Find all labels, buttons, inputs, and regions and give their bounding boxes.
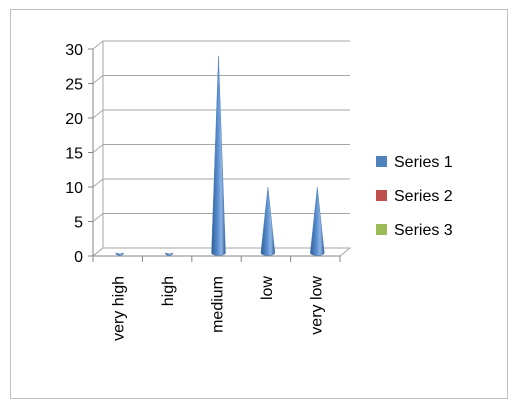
- legend-label: Series 1: [394, 154, 453, 171]
- cone-mark: [115, 252, 124, 256]
- y-tick-label: 0: [74, 249, 83, 266]
- gridline: [92, 144, 350, 153]
- cone-mark: [211, 55, 226, 256]
- cone-mark: [310, 186, 325, 256]
- y-tick-label: 5: [74, 215, 83, 232]
- data-marks: [115, 55, 325, 256]
- x-tick-label: medium: [210, 276, 227, 333]
- gridline: [92, 178, 350, 188]
- y-axis-tick-labels: 0 5 10 15 20 25 30: [65, 42, 83, 266]
- cone-mark: [164, 252, 174, 256]
- x-tick-label: very high: [111, 276, 128, 341]
- gridline: [92, 109, 350, 119]
- legend: Series 1 Series 2 Series 3: [376, 154, 453, 239]
- legend-swatch: [376, 190, 387, 201]
- legend-swatch: [376, 156, 387, 167]
- y-tick-label: 30: [65, 42, 83, 59]
- y-tick-label: 25: [65, 77, 83, 94]
- gridline: [92, 75, 350, 84]
- y-tick-label: 10: [65, 180, 83, 197]
- x-tick-label: high: [160, 276, 177, 306]
- x-tick-label: very low: [308, 276, 325, 335]
- x-tick-label: low: [259, 276, 276, 300]
- gridline: [92, 40, 350, 50]
- cone-mark: [260, 186, 276, 256]
- y-tick-label: 20: [65, 111, 83, 128]
- legend-swatch: [376, 224, 387, 235]
- legend-label: Series 2: [394, 188, 453, 205]
- y-tick-label: 15: [65, 146, 83, 163]
- x-axis-tick-labels: very high high medium low very low: [111, 276, 326, 341]
- legend-label: Series 3: [394, 222, 453, 239]
